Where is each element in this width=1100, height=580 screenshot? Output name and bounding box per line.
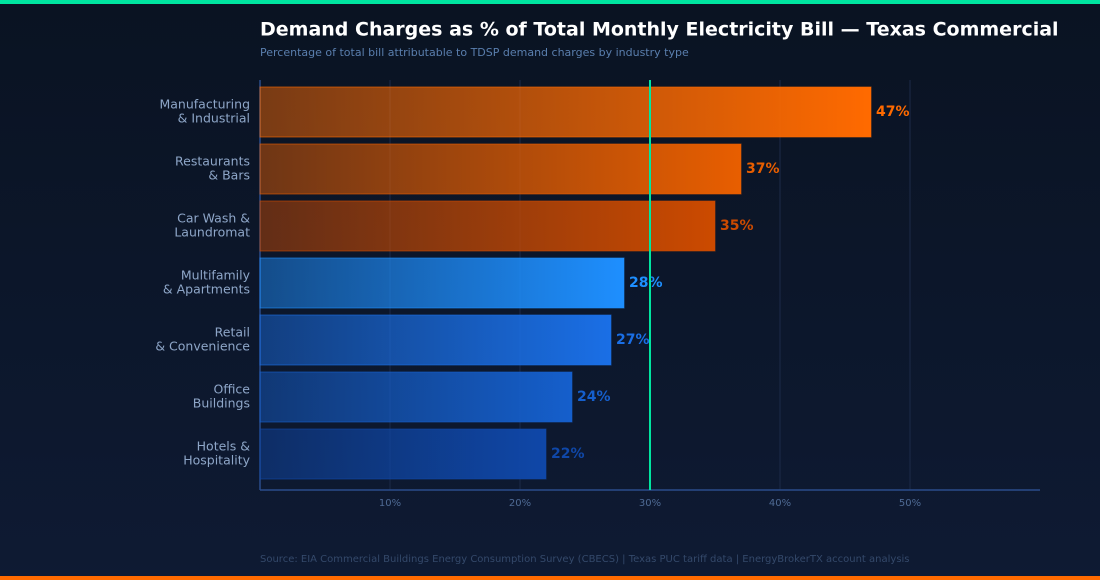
y-tick-label: Manufacturing [159, 97, 250, 112]
value-label: 37% [746, 161, 780, 177]
y-tick-label: Multifamily [181, 268, 251, 283]
value-label: 35% [720, 218, 754, 234]
plot-area: 10% 20% 30% 40% 50% 47% Manufacturing& Industr… [155, 80, 1040, 509]
x-tick-label: 50% [899, 498, 921, 509]
y-tick-label: Office [214, 382, 251, 397]
chart-title: Demand Charges as % of Total Monthly Ele… [260, 19, 1059, 41]
bar [259, 143, 742, 195]
x-tick-label: 10% [379, 498, 401, 509]
bottom-accent [0, 576, 1100, 580]
value-label: 47% [876, 104, 910, 120]
y-tick-label: & Convenience [155, 339, 250, 354]
y-tick-label: Restaurants [175, 154, 250, 169]
y-tick-label: & Apartments [163, 282, 250, 297]
value-label: 28% [629, 275, 663, 291]
value-label: 27% [616, 332, 650, 348]
top-accent [0, 0, 1100, 4]
bar [259, 314, 612, 366]
bar [259, 428, 547, 480]
bar [259, 371, 573, 423]
y-tick-label: Car Wash & [177, 211, 250, 226]
x-tick-label: 20% [509, 498, 531, 509]
y-tick-label: Laundromat [174, 225, 250, 240]
bar [259, 200, 716, 252]
chart-subtitle: Percentage of total bill attributable to… [260, 46, 689, 59]
bar [259, 257, 625, 309]
value-label: 24% [577, 389, 611, 405]
x-tick-label: 40% [769, 498, 791, 509]
y-tick-label: Buildings [193, 396, 250, 411]
value-label: 22% [551, 446, 585, 462]
y-tick-label: & Industrial [178, 111, 250, 126]
y-tick-label: & Bars [208, 168, 250, 183]
bar [259, 86, 872, 138]
x-tick-label: 30% [639, 498, 661, 509]
source-note: Source: EIA Commercial Buildings Energy … [260, 554, 910, 565]
y-tick-label: Retail [215, 325, 250, 340]
y-tick-label: Hospitality [183, 453, 250, 468]
y-tick-label: Hotels & [197, 439, 251, 454]
